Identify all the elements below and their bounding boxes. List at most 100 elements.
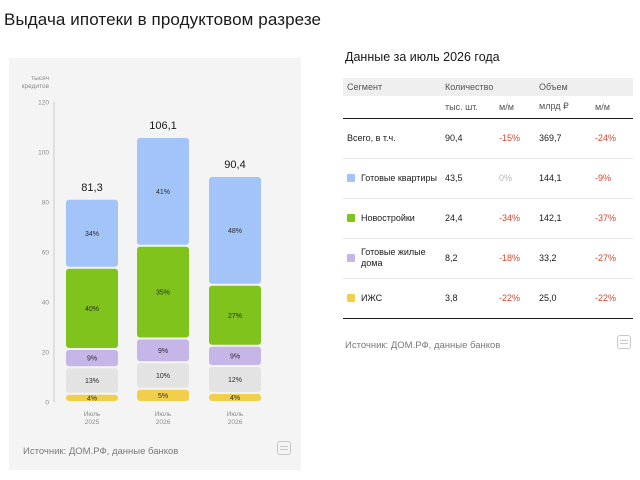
count-value: 8,2 [445,253,458,263]
volume-value: 142,1 [539,213,562,223]
header-volume-unit: млрд ₽ [535,96,591,119]
segment-swatch [347,294,355,302]
y-tick-label: 20 [42,350,50,357]
chart-panel: тысяч кредитов 0 20 40 60 80 100 120 4% 13% 9% 40% 34… [9,58,301,470]
segment-share-label: 9% [87,356,97,363]
segment-name: Готовые квартиры [361,172,437,183]
segment-share-label: 13% [85,378,99,385]
bar-segment [209,367,261,392]
segment-name: Новостройки [361,212,415,223]
segment-share-label: 10% [156,373,170,380]
table-subheader-row: тыс. шт. м/м млрд ₽ м/м [343,96,633,119]
logo-icon [617,335,631,349]
bar-segment [137,246,189,338]
bar-segment [209,346,261,365]
volume-value: 33,2 [539,253,557,263]
bar-total-label: 90,4 [224,159,245,171]
header-segment: Сегмент [343,78,441,96]
count-value: 43,5 [445,173,463,183]
bar-segment [66,199,118,267]
segment-share-label: 40% [85,306,99,313]
y-axis-unit-label: кредитов [22,83,50,90]
header-count: Количество [441,78,535,96]
x-tick-label: 2026 [156,419,171,426]
bar-segment [137,363,189,388]
volume-mm-value: -37% [595,213,617,223]
logo-icon [277,441,291,455]
segment-swatch [347,174,355,182]
table-row: Всего, в т.ч. 90,4 -15% 369,7 -24% [343,118,633,158]
count-mm-value: -22% [499,293,521,303]
y-tick-label: 100 [38,150,49,157]
segment-share-label: 27% [228,313,242,320]
count-mm-value: -34% [499,213,521,223]
count-value: 90,4 [445,133,463,143]
bar-segment [137,339,189,362]
segment-share-label: 34% [85,231,99,238]
segment-share-label: 35% [156,290,170,297]
bar-total-label: 81,3 [81,182,102,194]
segment-swatch [347,254,355,262]
volume-value: 369,7 [539,133,562,143]
bar-segment [137,389,189,401]
table-row: ИЖС 3,8 -22% 25,0 -22% [343,278,633,318]
segment-share-label: 4% [87,395,97,402]
volume-mm-value: -27% [595,253,617,263]
count-mm-value: -15% [499,133,521,143]
segment-share-label: 4% [230,395,240,402]
header-count-unit: тыс. шт. [441,96,495,119]
segment-share-label: 12% [228,377,242,384]
count-value: 24,4 [445,213,463,223]
segment-share-label: 5% [158,393,168,400]
bar-segment [209,177,261,284]
segment-name: Всего, в т.ч. [347,132,396,143]
segment-swatch [347,214,355,222]
bar-segment [66,394,118,401]
y-tick-label: 120 [38,100,49,107]
table-row: Готовые жилые дома 8,2 -18% 33,2 -27% [343,238,633,278]
header-volume: Объем [535,78,633,96]
segment-name: ИЖС [361,292,383,303]
bar-total-label: 106,1 [149,120,177,132]
y-axis-unit-label: тысяч [31,75,49,82]
volume-mm-value: -22% [595,293,617,303]
x-tick-label: Июль [155,411,172,418]
segment-share-label: 9% [230,353,240,360]
y-tick-label: 40 [42,300,50,307]
source-note-table: Источник: ДОМ.РФ, данные банков [345,340,501,351]
table-title: Данные за июль 2026 года [345,50,500,64]
y-tick-label: 0 [45,400,49,407]
table-row: Готовые квартиры 43,5 0% 144,1 -9% [343,158,633,198]
page-title: Выдача ипотеки в продуктовом разрезе [4,10,322,29]
table-header-row: Сегмент Количество Объем [343,78,633,96]
y-tick-label: 60 [42,250,50,257]
volume-mm-value: -9% [595,173,612,183]
source-note-chart: Источник: ДОМ.РФ, данные банков [23,446,179,457]
count-value: 3,8 [445,293,458,303]
header-count-mm: м/м [495,96,535,119]
x-tick-label: Июль [84,411,101,418]
data-table: Сегмент Количество Объем тыс. шт. м/м мл… [343,78,633,319]
count-mm-value: -18% [499,253,521,263]
volume-value: 25,0 [539,293,557,303]
table-row: Новостройки 24,4 -34% 142,1 -37% [343,198,633,238]
segment-share-label: 48% [228,228,242,235]
bar-segment [209,285,261,345]
bar-segment [66,350,118,367]
volume-value: 144,1 [539,173,562,183]
bar-segment [66,268,118,348]
count-mm-value: 0% [499,173,513,183]
bar-segment [66,368,118,393]
x-tick-label: 2025 [85,419,100,426]
table-body: Всего, в т.ч. 90,4 -15% 369,7 -24% Готовые кв… [343,118,633,318]
y-tick-label: 80 [42,200,50,207]
bar-segment [137,138,189,245]
segment-name: Готовые жилые дома [361,247,426,268]
x-tick-label: 2026 [228,419,243,426]
volume-mm-value: -24% [595,133,617,143]
bar-segment [209,394,261,401]
segment-share-label: 9% [158,348,168,355]
header-volume-mm: м/м [591,96,633,119]
x-tick-label: Июль [227,411,244,418]
